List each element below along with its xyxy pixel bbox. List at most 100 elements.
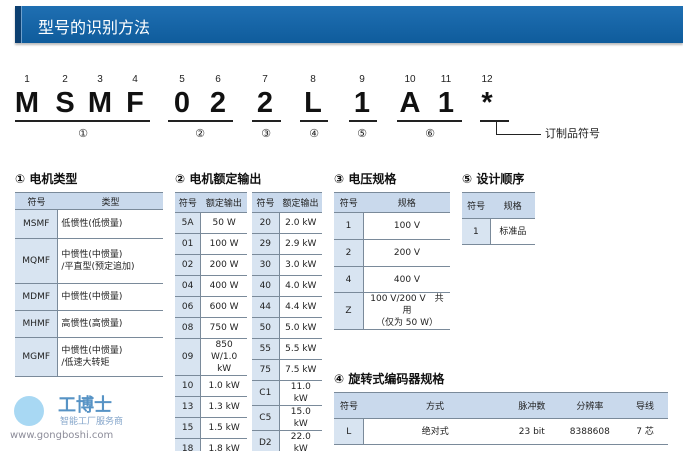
row-key: MGMF: [15, 337, 59, 377]
table-row: 44 4.4 kW: [252, 296, 322, 318]
table-row: Z 100 V/200 V 共用 （仅为 50 W）: [334, 292, 450, 330]
encoder-title: ④ 旋转式编码器规格: [334, 372, 445, 386]
row-value: 400 W: [200, 275, 247, 297]
position-number: 6: [215, 74, 221, 85]
position-number: 4: [132, 74, 138, 85]
group-label: ①: [78, 127, 88, 140]
table-row: 13 1.3 kW: [175, 396, 247, 418]
row-key: C5: [252, 405, 280, 431]
model-char: 1: [437, 87, 455, 119]
model-char: F: [126, 87, 144, 119]
table-row: 01 100 W: [175, 233, 247, 255]
column-header: 规格: [363, 192, 450, 213]
row-value: 1.3 kW: [200, 396, 247, 418]
model-char: S: [55, 87, 75, 119]
table-row: D2 22.0 kW: [252, 430, 322, 451]
row-key: 30: [252, 254, 280, 276]
column-header: 符号: [252, 192, 280, 213]
row-key: L: [334, 418, 365, 445]
row-key: 13: [175, 396, 202, 418]
rated-output-title: ② 电机额定输出: [175, 172, 262, 186]
motor-type-title: ① 电机类型: [15, 172, 78, 186]
model-char: 2: [256, 87, 274, 119]
table-row: 20 2.0 kW: [252, 212, 322, 234]
group-label: ③: [261, 127, 271, 140]
row-key: 50: [252, 317, 280, 339]
table-row: 75 7.5 kW: [252, 359, 322, 381]
row-value: 23 bit: [506, 418, 558, 445]
table-row: 10 1.0 kW: [175, 375, 247, 397]
table-row: 4 400 V: [334, 266, 450, 293]
row-value: 绝对式: [363, 418, 507, 445]
position-number: 8: [310, 74, 316, 85]
group-underline: [349, 120, 377, 122]
row-key: 40: [252, 275, 280, 297]
position-number: 7: [262, 74, 268, 85]
position-number: 1: [24, 74, 30, 85]
model-char: *: [481, 87, 493, 119]
header-row: 符号 方式 脉冲数 分辨率 导线: [334, 392, 668, 419]
column-header: 类型: [57, 192, 163, 210]
row-key: 01: [175, 233, 202, 255]
table-row: MQMF 中惯性(中惯量) /平直型(预定追加): [15, 238, 163, 284]
row-key: 18: [175, 438, 202, 451]
rated-output-table-left: 符号 额定输出 5A 50 W 01 100 W 02 200 W 04 400 W 06 600 W…: [175, 192, 247, 451]
watermark-logo: 工博士 智能工厂服务商 www.gongboshi.com: [10, 396, 160, 446]
header-row: 符号 规格: [462, 192, 535, 219]
row-value: 2.9 kW: [279, 233, 322, 255]
row-value: 7 芯: [622, 418, 668, 445]
row-key: 29: [252, 233, 280, 255]
table-row: 06 600 W: [175, 296, 247, 318]
row-value: 1.0 kW: [200, 375, 247, 397]
row-key: MSMF: [15, 209, 59, 239]
row-value: 850 W/1.0 kW: [200, 338, 247, 376]
position-number: 5: [179, 74, 185, 85]
position-number: 12: [481, 74, 493, 85]
group-label: ⑤: [357, 127, 367, 140]
row-key: 09: [175, 338, 202, 376]
header-row: 符号 额定输出: [252, 192, 322, 213]
motor-type-table: 符号 类型 MSMF 低惯性(低惯量) MQMF 中惯性(中惯量) /平直型(预定追加) M…: [15, 192, 163, 377]
row-key: 1: [334, 212, 364, 240]
group-underline: [397, 120, 462, 122]
column-header: 额定输出: [279, 192, 322, 213]
column-header: 额定输出: [200, 192, 247, 213]
rated-output-table-right: 符号 额定输出 20 2.0 kW 29 2.9 kW 30 3.0 kW 40 4.0 kW 44…: [252, 192, 322, 451]
row-key: 04: [175, 275, 202, 297]
watermark-brand: 工博士: [58, 395, 112, 416]
table-row: MHMF 高惯性(高惯量): [15, 310, 163, 338]
header-row: 符号 规格: [334, 192, 450, 213]
table-row: 1 标准品: [462, 218, 535, 245]
row-value: 2.0 kW: [279, 212, 322, 234]
design-order-title: ⑤ 设计顺序: [462, 172, 525, 186]
group-underline: [15, 120, 150, 122]
design-order-table: 符号 规格 1 标准品: [462, 192, 535, 245]
table-row: 18 1.8 kW: [175, 438, 247, 451]
table-row: 02 200 W: [175, 254, 247, 276]
group-underline: [300, 120, 328, 122]
column-header: 符号: [462, 192, 491, 219]
table-row: 40 4.0 kW: [252, 275, 322, 297]
row-value: 600 W: [200, 296, 247, 318]
position-number: 10: [404, 74, 416, 85]
table-row: C1 11.0 kW: [252, 380, 322, 406]
row-key: MDMF: [15, 283, 59, 311]
voltage-table: 符号 规格 1 100 V 2 200 V 4 400 V Z 100 V/200 V 共用 （仅…: [334, 192, 450, 330]
row-key: 15: [175, 417, 202, 439]
model-char: 2: [209, 87, 227, 119]
row-value: 750 W: [200, 317, 247, 339]
row-value: 5.0 kW: [279, 317, 322, 339]
row-value: 22.0 kW: [279, 430, 322, 451]
group-label: ⑥: [425, 127, 435, 140]
table-row: MDMF 中惯性(中惯量): [15, 283, 163, 311]
row-value: 3.0 kW: [279, 254, 322, 276]
column-header: 方式: [363, 392, 507, 419]
model-char: M: [14, 87, 40, 119]
row-value: 中惯性(中惯量): [57, 283, 163, 311]
row-key: 5A: [175, 212, 202, 234]
row-key: 06: [175, 296, 202, 318]
row-key: 20: [252, 212, 280, 234]
row-value: 100 V: [363, 212, 450, 240]
row-key: 4: [334, 266, 364, 293]
row-value: 8388608: [557, 418, 623, 445]
